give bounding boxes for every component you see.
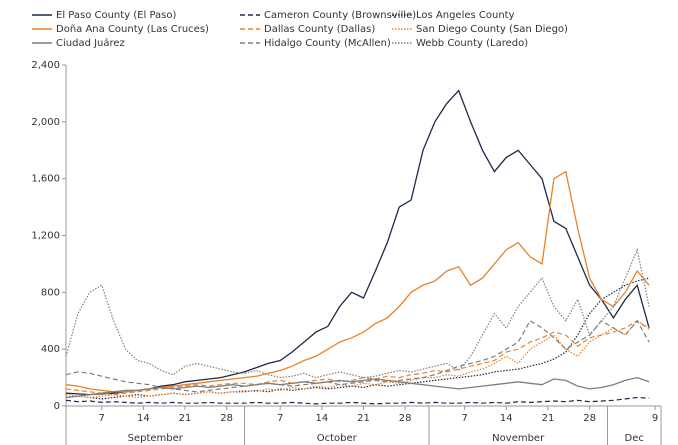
legend-label: Ciudad Juárez — [56, 37, 125, 49]
series-line — [65, 247, 650, 379]
legend-label: El Paso County (El Paso) — [56, 10, 176, 21]
legend-label: Hidalgo County (McAllen) — [264, 38, 391, 49]
x-tick-label: 14 — [137, 413, 150, 424]
y-tick-label: 1,200 — [31, 231, 60, 242]
series-line — [65, 319, 650, 393]
y-tick-label: 400 — [41, 344, 60, 355]
series-line — [65, 89, 650, 396]
legend-label: Dallas County (Dallas) — [264, 24, 375, 35]
legend-label: Doña Ana County (Las Cruces) — [56, 24, 209, 35]
x-tick-label: 28 — [399, 413, 412, 424]
y-tick-label: 0 — [54, 401, 60, 412]
y-tick-label: 800 — [41, 287, 60, 298]
month-label: October — [317, 433, 358, 444]
legend-label: Webb County (Laredo) — [416, 38, 528, 49]
x-tick-label: 28 — [220, 413, 233, 424]
y-tick-label: 2,400 — [31, 60, 60, 71]
x-tick-label: 21 — [179, 413, 192, 424]
month-label: September — [128, 433, 184, 444]
month-label: November — [492, 433, 545, 444]
x-tick-label: 7 — [277, 413, 283, 424]
series-line — [65, 396, 650, 405]
x-tick-label: 14 — [500, 413, 513, 424]
x-tick-label: 28 — [583, 413, 596, 424]
x-tick-label: 14 — [315, 413, 328, 424]
x-tick-label: 7 — [99, 413, 105, 424]
series-line — [65, 320, 650, 396]
series-line — [65, 170, 650, 393]
month-label: Dec — [625, 433, 644, 444]
y-tick-label: 2,000 — [31, 117, 60, 128]
y-tick-label: 1,600 — [31, 174, 60, 185]
x-tick-label: 21 — [542, 413, 555, 424]
legend-label: Los Angeles County — [416, 10, 515, 21]
x-tick-label: 9 — [652, 413, 658, 424]
legend-label: San Diego County (San Diego) — [416, 24, 568, 35]
legend-label: Cameron County (Brownsville) — [264, 10, 416, 21]
x-tick-label: 21 — [357, 413, 370, 424]
x-tick-label: 7 — [461, 413, 467, 424]
